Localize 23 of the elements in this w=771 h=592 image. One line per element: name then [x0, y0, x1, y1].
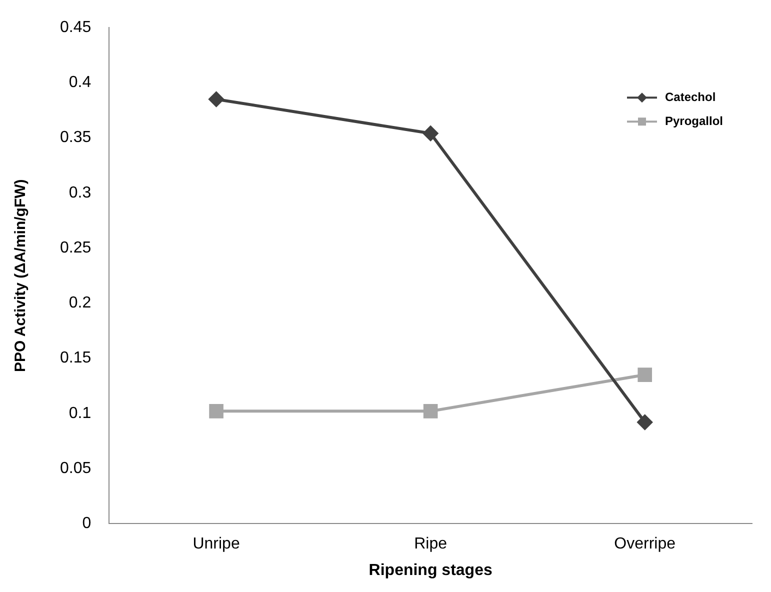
y-tick-label: 0.3 — [68, 184, 92, 202]
point — [209, 404, 224, 418]
y-tick-label: 0.25 — [60, 239, 92, 256]
y-tick-label: 0.35 — [60, 129, 92, 146]
point — [208, 92, 224, 107]
y-tick-label: 0 — [82, 515, 92, 532]
y-tick-label: 0.45 — [60, 19, 92, 36]
point — [637, 414, 652, 430]
y-tick-label: 0.2 — [68, 294, 92, 312]
y-tick-label: 0.1 — [68, 404, 92, 422]
legend-label: Pyrogallol — [665, 114, 724, 128]
x-tick-label: Unripe — [192, 536, 240, 553]
y-tick-label: 0.4 — [68, 74, 92, 92]
y-tick-label: 0.05 — [60, 460, 92, 477]
y-axis-title: PPO Activity (ΔA/min/gFW) — [12, 179, 30, 372]
legend-label: Catechol — [665, 90, 716, 104]
y-tick-label: 0.15 — [60, 350, 92, 367]
x-tick-label: Ripe — [414, 536, 448, 553]
x-axis-title: Ripening stages — [368, 562, 492, 579]
point — [423, 404, 438, 418]
point — [638, 368, 652, 382]
point — [423, 126, 438, 141]
x-tick-label: Overripe — [614, 536, 676, 553]
